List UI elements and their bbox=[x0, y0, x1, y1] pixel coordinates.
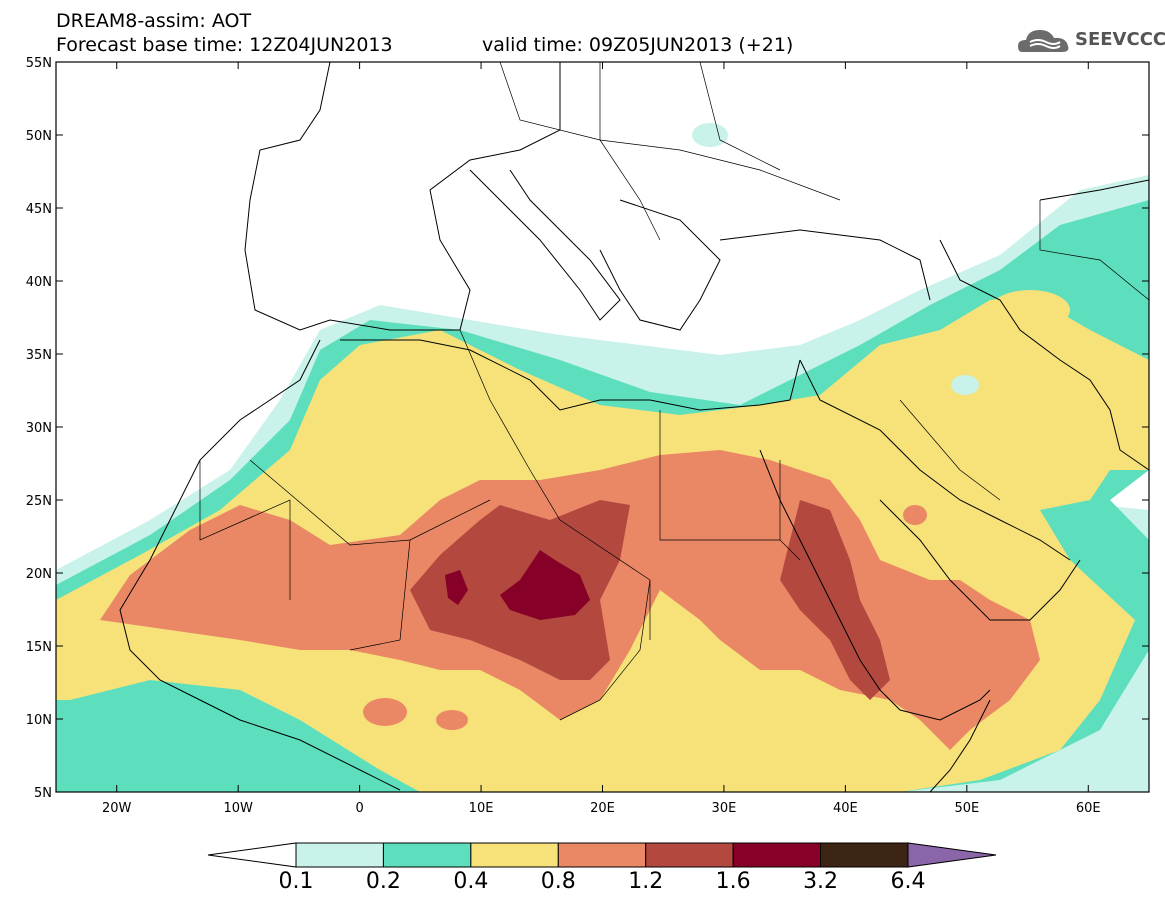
map-title: DREAM8-assim: AOT bbox=[56, 10, 252, 32]
colorbar-swatch bbox=[295, 842, 384, 868]
aot-band-1.6 bbox=[445, 550, 590, 620]
valid-time: valid time: 09Z05JUN2013 (+21) bbox=[482, 34, 794, 56]
coastlines bbox=[119, 62, 1149, 792]
lat-tick-label: 35N bbox=[26, 348, 52, 363]
lon-tick-label: 50E bbox=[954, 801, 979, 816]
colorbar-label: 0.4 bbox=[453, 869, 489, 894]
cloud-logo-icon bbox=[1018, 30, 1069, 52]
lat-tick-label: 25N bbox=[26, 494, 52, 509]
colorbar-under-triangle bbox=[207, 842, 297, 868]
axis-ticks: 20W 10W 0 10E 20E 30E 40E 50E 60E 5N 10N 15N 20N 25N 3… bbox=[26, 56, 1149, 816]
colorbar-swatch bbox=[732, 842, 822, 868]
lat-tick-label: 40N bbox=[26, 275, 52, 290]
colorbar-label: 1.6 bbox=[715, 869, 751, 894]
logo-text: SEEVCCC bbox=[1075, 29, 1165, 50]
colorbar-swatch bbox=[645, 842, 734, 868]
lat-tick-label: 15N bbox=[26, 640, 52, 655]
lon-tick-label: 40E bbox=[833, 801, 858, 816]
lat-tick-label: 45N bbox=[26, 202, 52, 217]
aot-contours bbox=[56, 62, 1149, 792]
lat-tick-label: 10N bbox=[26, 713, 52, 728]
colorbar-label: 0.2 bbox=[365, 869, 401, 894]
forecast-base-time: Forecast base time: 12Z04JUN2013 bbox=[56, 34, 393, 56]
lat-tick-label: 30N bbox=[26, 421, 52, 436]
lat-tick-label: 55N bbox=[26, 56, 52, 71]
lon-tick-label: 30E bbox=[712, 801, 737, 816]
colorbar-label: 0.1 bbox=[278, 869, 314, 894]
lon-tick-label: 0 bbox=[355, 801, 363, 816]
lat-tick-label: 20N bbox=[26, 567, 52, 582]
lat-tick-label: 5N bbox=[34, 786, 52, 801]
lon-tick-label: 20E bbox=[590, 801, 615, 816]
lon-tick-label: 20W bbox=[102, 801, 132, 816]
lon-tick-label: 10E bbox=[469, 801, 494, 816]
colorbar-over-triangle bbox=[907, 842, 997, 868]
colorbar-label: 1.2 bbox=[628, 869, 664, 894]
colorbar-label: 6.4 bbox=[890, 869, 926, 894]
colorbar-label: 0.8 bbox=[540, 869, 576, 894]
colorbar-swatch bbox=[557, 842, 647, 868]
lon-tick-label: 60E bbox=[1076, 801, 1101, 816]
colorbar-swatch bbox=[820, 842, 909, 868]
country-borders bbox=[199, 62, 1149, 721]
colorbar-swatch bbox=[382, 842, 472, 868]
lat-tick-label: 50N bbox=[26, 129, 52, 144]
aot-band-1.2 bbox=[410, 500, 890, 700]
lon-tick-label: 10W bbox=[223, 801, 253, 816]
colorbar-swatch bbox=[470, 842, 559, 868]
colorbar bbox=[207, 842, 997, 868]
colorbar-label: 3.2 bbox=[803, 869, 839, 894]
